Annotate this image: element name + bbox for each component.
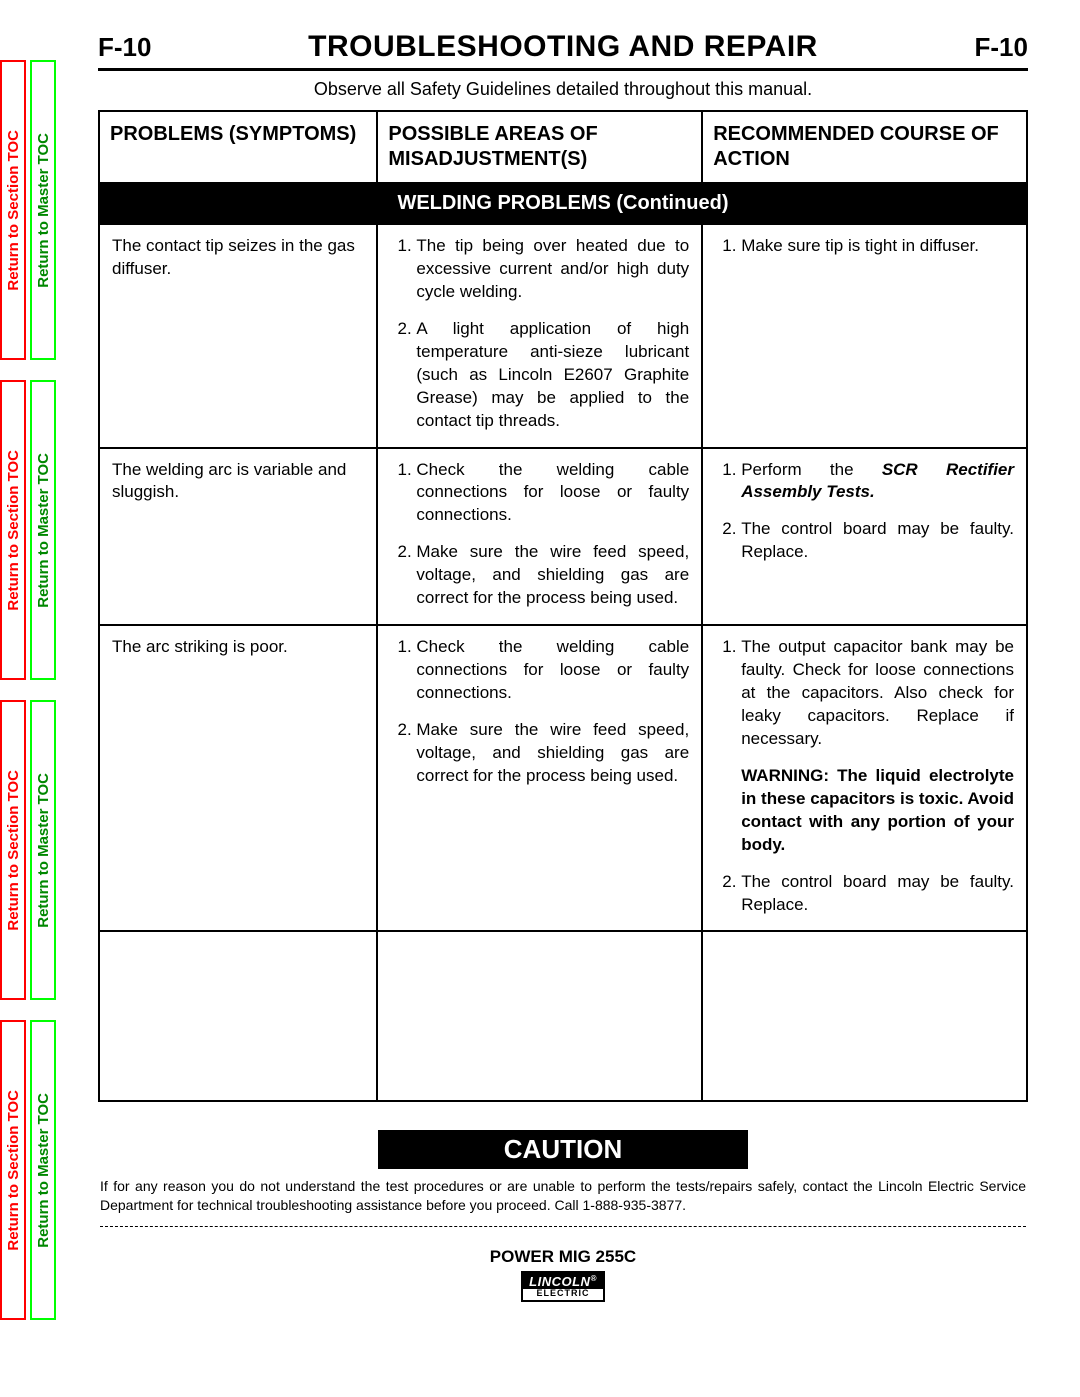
return-to-section-toc-tab[interactable]: Return to Section TOC — [0, 380, 26, 680]
col-header-areas: POSSIBLE AREAS OF MISADJUSTMENT(S) — [377, 111, 702, 183]
section-band-row: WELDING PROBLEMS (Continued) — [99, 183, 1027, 224]
table-spacer-row — [99, 931, 1027, 1101]
page-number-right: F-10 — [975, 32, 1028, 63]
logo-bottom-text: ELECTRIC — [523, 1289, 603, 1300]
table-header-row: PROBLEMS (SYMPTOMS) POSSIBLE AREAS OF MI… — [99, 111, 1027, 183]
list-item: The output capacitor bank may be faulty.… — [741, 636, 1014, 856]
return-to-master-toc-tab[interactable]: Return to Master TOC — [30, 1020, 56, 1320]
page-title: TROUBLESHOOTING AND REPAIR — [308, 30, 818, 64]
page-content: F-10 TROUBLESHOOTING AND REPAIR F-10 Obs… — [98, 30, 1028, 1302]
return-to-section-toc-tab[interactable]: Return to Section TOC — [0, 700, 26, 1000]
list-item: Check the welding cable connections for … — [416, 459, 689, 528]
cell-problem: The contact tip seizes in the gas diffus… — [99, 224, 377, 448]
list-item: The control board may be faulty. Replace… — [741, 871, 1014, 917]
return-to-section-toc-label: Return to Section TOC — [5, 770, 22, 931]
list-item: Make sure the wire feed speed, voltage, … — [416, 541, 689, 610]
list-item: Make sure the wire feed speed, voltage, … — [416, 719, 689, 788]
return-to-master-toc-tab[interactable]: Return to Master TOC — [30, 700, 56, 1000]
return-to-master-toc-label: Return to Master TOC — [35, 133, 52, 288]
section-band-label: WELDING PROBLEMS (Continued) — [99, 183, 1027, 224]
return-to-master-toc-tab[interactable]: Return to Master TOC — [30, 380, 56, 680]
caution-text: If for any reason you do not understand … — [100, 1173, 1026, 1226]
caution-label: CAUTION — [378, 1130, 748, 1169]
list-item: A light application of high temperature … — [416, 318, 689, 433]
cell-actions: Perform the SCR Rectifier Assembly Tests… — [702, 448, 1027, 626]
page-number-left: F-10 — [98, 32, 151, 63]
return-to-section-toc-tab[interactable]: Return to Section TOC — [0, 1020, 26, 1320]
return-to-master-toc-label: Return to Master TOC — [35, 1093, 52, 1248]
list-item: Perform the SCR Rectifier Assembly Tests… — [741, 459, 1014, 505]
return-to-master-toc-tab[interactable]: Return to Master TOC — [30, 60, 56, 360]
registered-icon: ® — [590, 1274, 596, 1283]
return-to-master-toc-label: Return to Master TOC — [35, 453, 52, 608]
page-header: F-10 TROUBLESHOOTING AND REPAIR F-10 — [98, 30, 1028, 71]
return-to-section-toc-label: Return to Section TOC — [5, 130, 22, 291]
logo-top-text: LINCOLN® — [523, 1273, 603, 1289]
cell-problem: The arc striking is poor. — [99, 625, 377, 931]
list-item: Check the welding cable connections for … — [416, 636, 689, 705]
return-to-master-toc-label: Return to Master TOC — [35, 773, 52, 928]
return-to-section-toc-label: Return to Section TOC — [5, 450, 22, 611]
table-row: The contact tip seizes in the gas diffus… — [99, 224, 1027, 448]
footer-model: POWER MIG 255C — [98, 1247, 1028, 1267]
list-item: The tip being over heated due to excessi… — [416, 235, 689, 304]
cell-areas: The tip being over heated due to excessi… — [377, 224, 702, 448]
lincoln-logo: LINCOLN® ELECTRIC — [521, 1271, 605, 1302]
troubleshooting-table: PROBLEMS (SYMPTOMS) POSSIBLE AREAS OF MI… — [98, 110, 1028, 1102]
list-item: The control board may be faulty. Replace… — [741, 518, 1014, 564]
list-item: Make sure tip is tight in diffuser. — [741, 235, 1014, 258]
cell-actions: The output capacitor bank may be faulty.… — [702, 625, 1027, 931]
col-header-problems: PROBLEMS (SYMPTOMS) — [99, 111, 377, 183]
cell-areas: Check the welding cable connections for … — [377, 625, 702, 931]
cell-actions: Make sure tip is tight in diffuser. — [702, 224, 1027, 448]
table-row: The arc striking is poor. Check the weldi… — [99, 625, 1027, 931]
cell-areas: Check the welding cable connections for … — [377, 448, 702, 626]
return-to-section-toc-label: Return to Section TOC — [5, 1090, 22, 1251]
page-footer: POWER MIG 255C LINCOLN® ELECTRIC — [98, 1247, 1028, 1302]
cell-problem: The welding arc is variable and sluggish… — [99, 448, 377, 626]
safety-guideline-note: Observe all Safety Guidelines detailed t… — [98, 79, 1028, 100]
col-header-actions: RECOMMENDED COURSE OF ACTION — [702, 111, 1027, 183]
table-row: The welding arc is variable and sluggish… — [99, 448, 1027, 626]
logo-brand: LINCOLN — [529, 1274, 590, 1289]
return-to-section-toc-tab[interactable]: Return to Section TOC — [0, 60, 26, 360]
